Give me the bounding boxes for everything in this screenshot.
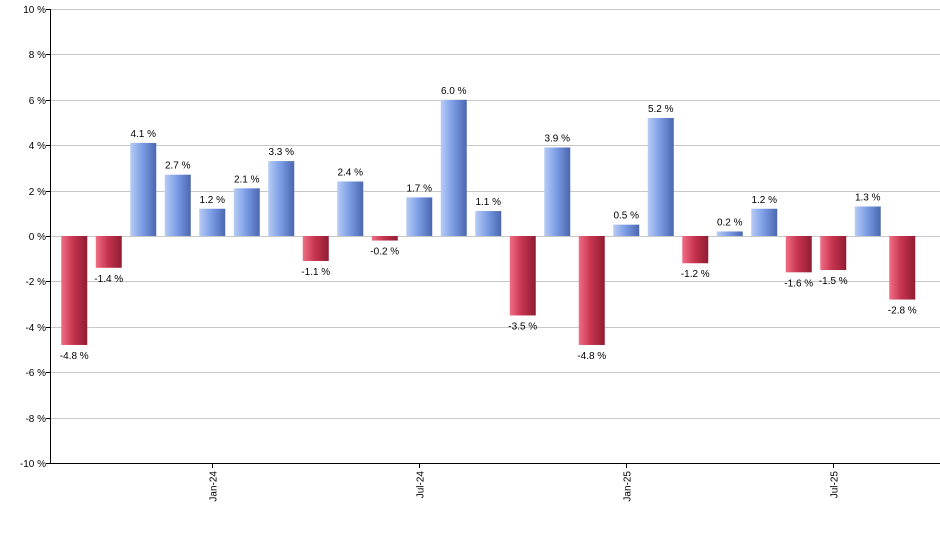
- data-label: 1.2 %: [199, 195, 225, 206]
- bar-positive: [233, 188, 260, 236]
- data-label: -2.8 %: [888, 306, 917, 317]
- bar-negative: [95, 236, 122, 268]
- data-label: 3.3 %: [268, 147, 294, 158]
- bar-negative: [371, 236, 398, 241]
- data-label: 1.2 %: [751, 195, 777, 206]
- bar-positive: [130, 142, 157, 236]
- bar-positive: [199, 208, 226, 236]
- data-label: 1.7 %: [406, 183, 432, 194]
- bar-positive: [647, 117, 674, 236]
- y-tick-label: 10 %: [23, 5, 46, 16]
- data-label: -1.1 %: [301, 267, 330, 278]
- bar-positive: [337, 181, 364, 236]
- data-label: 2.7 %: [165, 161, 191, 172]
- bar-negative: [578, 236, 605, 345]
- data-label: -4.8 %: [60, 351, 89, 362]
- y-axis-tick-labels: 10 % 8 % 6 % 4 % 2 % 0 % -2 % -4 % -6 % -8 % -10 %: [20, 5, 46, 470]
- data-label: 5.2 %: [648, 104, 674, 115]
- bar-positive: [716, 231, 743, 236]
- data-label: 4.1 %: [130, 129, 156, 140]
- x-tick-label: Jul-25: [830, 471, 841, 499]
- bar-positive: [268, 161, 295, 236]
- bar-negative: [889, 236, 916, 300]
- y-tick-label: -8 %: [25, 414, 46, 425]
- y-tick-label: 6 %: [29, 96, 46, 107]
- y-tick-label: 4 %: [29, 141, 46, 152]
- bars: [61, 99, 916, 345]
- bar-negative: [509, 236, 536, 316]
- data-labels: -4.8 % -1.4 % 4.1 % 2.7 % 1.2 % 2.1 % 3.3 % -1.…: [60, 86, 917, 362]
- y-tick-label: -4 %: [25, 323, 46, 334]
- x-tick-label: Jan-24: [209, 471, 220, 502]
- bar-negative: [61, 236, 88, 345]
- data-label: 3.9 %: [544, 133, 570, 144]
- data-label: -1.5 %: [819, 276, 848, 287]
- bar-negative: [682, 236, 709, 264]
- bar-positive: [544, 147, 571, 236]
- data-label: 1.1 %: [475, 197, 501, 208]
- bar-positive: [164, 174, 191, 236]
- axes: [50, 9, 940, 464]
- y-tick-label: 2 %: [29, 187, 46, 198]
- y-tick-label: 0 %: [29, 232, 46, 243]
- data-label: 2.1 %: [234, 174, 260, 185]
- x-axis-tick-labels: Jan-24 Jul-24 Jan-25 Jul-25: [209, 463, 841, 502]
- y-tick-label: -2 %: [25, 277, 46, 288]
- y-tick-label: 8 %: [29, 50, 46, 61]
- data-label: 0.2 %: [717, 217, 743, 228]
- data-label: 2.4 %: [337, 168, 363, 179]
- bar-positive: [475, 211, 502, 236]
- data-label: -4.8 %: [577, 351, 606, 362]
- bar-positive: [751, 208, 778, 236]
- data-label: 6.0 %: [441, 86, 467, 97]
- data-label: -0.2 %: [370, 247, 399, 258]
- y-tick-label: -6 %: [25, 368, 46, 379]
- bar-negative: [785, 236, 812, 273]
- bar-positive: [440, 99, 467, 236]
- bar-negative: [302, 236, 329, 261]
- bar-negative: [820, 236, 847, 271]
- x-tick-label: Jan-25: [623, 471, 634, 502]
- bar-positive: [613, 224, 640, 236]
- data-label: 1.3 %: [855, 192, 881, 203]
- data-label: 0.5 %: [613, 211, 639, 222]
- bar-positive: [406, 197, 433, 236]
- data-label: -1.2 %: [681, 269, 710, 280]
- y-tick-label: -10 %: [20, 459, 46, 470]
- x-tick-label: Jul-24: [416, 471, 427, 499]
- data-label: -1.6 %: [784, 278, 813, 289]
- data-label: -1.4 %: [94, 274, 123, 285]
- bar-positive: [854, 206, 881, 236]
- data-label: -3.5 %: [508, 321, 537, 332]
